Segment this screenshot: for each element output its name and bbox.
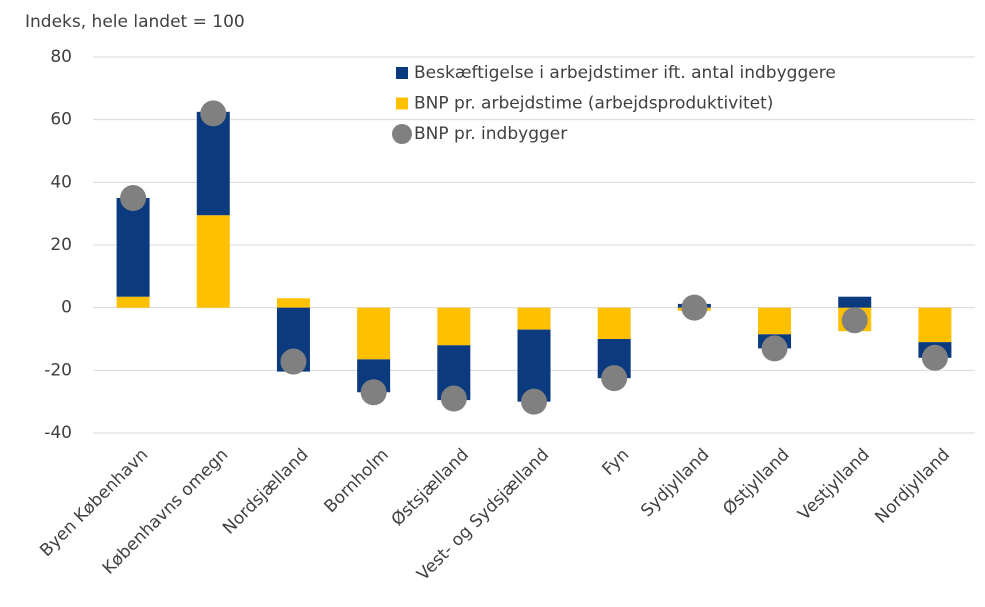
legend-marker bbox=[396, 67, 408, 79]
legend-label: Beskæftigelse i arbejdstimer ift. antal … bbox=[414, 63, 836, 83]
x-tick-label: Nordjylland bbox=[871, 445, 954, 528]
dot bbox=[601, 365, 628, 392]
x-tick-label: Fyn bbox=[599, 445, 634, 480]
bar bbox=[116, 296, 150, 308]
bar bbox=[196, 215, 230, 308]
bar bbox=[437, 307, 471, 346]
dot bbox=[681, 294, 708, 321]
dot bbox=[761, 335, 788, 362]
bar bbox=[838, 296, 872, 308]
bar bbox=[517, 307, 551, 330]
y-tick-label: 60 bbox=[50, 110, 72, 130]
legend-label: BNP pr. indbygger bbox=[414, 124, 567, 144]
bar bbox=[116, 198, 150, 297]
bar bbox=[918, 307, 952, 343]
dot bbox=[200, 100, 227, 127]
bar bbox=[276, 298, 310, 308]
legend-label: BNP pr. arbejdstime (arbejdsproduktivite… bbox=[414, 94, 773, 114]
dot bbox=[440, 385, 467, 412]
dot bbox=[120, 185, 147, 211]
y-tick-label: -40 bbox=[44, 423, 72, 443]
dot bbox=[360, 379, 387, 406]
dot bbox=[280, 348, 307, 375]
axis-title: Indeks, hele landet = 100 bbox=[25, 12, 245, 32]
bar bbox=[196, 111, 230, 216]
legend-marker bbox=[392, 124, 412, 144]
x-tick-label: Vest- og Sydsjælland bbox=[413, 445, 553, 585]
dot bbox=[521, 388, 547, 415]
legend-marker bbox=[396, 97, 408, 110]
x-tick-label: Bornholm bbox=[321, 445, 393, 517]
bar bbox=[758, 307, 792, 335]
x-tick-label: Østjylland bbox=[719, 445, 793, 519]
bar bbox=[597, 307, 631, 339]
y-tick-label: 0 bbox=[61, 298, 72, 318]
x-tick-label: Sydjylland bbox=[637, 445, 713, 521]
x-tick-label: Vestjylland bbox=[794, 445, 874, 525]
y-tick-label: -20 bbox=[44, 360, 72, 380]
y-tick-label: 40 bbox=[50, 172, 72, 192]
y-tick-label: 80 bbox=[50, 47, 72, 67]
x-tick-label: Østsjælland bbox=[388, 445, 473, 530]
dot bbox=[841, 307, 868, 334]
dot bbox=[921, 344, 948, 371]
x-tick-label: Nordsjælland bbox=[219, 445, 313, 539]
y-tick-label: 20 bbox=[50, 235, 72, 255]
bar bbox=[357, 307, 391, 360]
